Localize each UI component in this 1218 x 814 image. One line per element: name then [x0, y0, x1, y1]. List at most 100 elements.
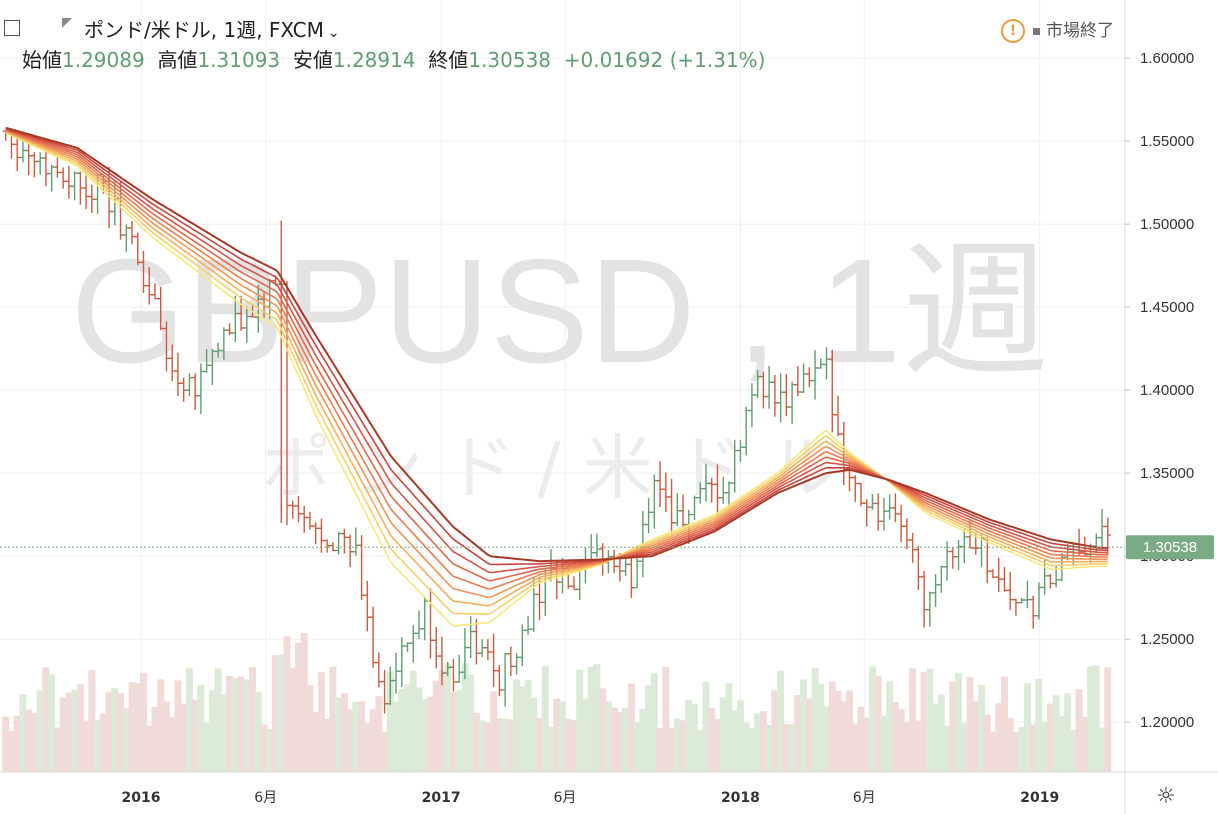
volume-bar [1104, 667, 1112, 772]
volume-bar [1087, 666, 1095, 772]
volume-bar [708, 707, 716, 772]
volume-bar [570, 720, 578, 772]
volume-bar [185, 668, 193, 772]
volume-bar [800, 679, 808, 772]
price-axis: 1.60000 1.55000 1.50000 1.45000 1.40000 1.350… [1125, 50, 1194, 731]
ohlc-bar [1104, 517, 1111, 555]
ohlc-bar [570, 576, 577, 591]
volume-bar [94, 719, 102, 772]
volume-bar [662, 666, 670, 772]
ohlc-bar [77, 171, 84, 205]
ohlc-bar [731, 439, 738, 493]
volume-bar [375, 696, 383, 772]
ohlc-bar [197, 363, 204, 415]
ohlc-bar [25, 140, 32, 176]
volume-bar [696, 730, 704, 772]
symbol-header[interactable]: ポンド/米ドル, 1週, FXCM ⌄ [84, 18, 340, 42]
ohlc-bar [714, 464, 721, 515]
chevron-down-icon[interactable]: ⌄ [327, 25, 340, 41]
volume-bar [840, 701, 848, 772]
ohlc-bar [473, 618, 480, 665]
volume-bar [668, 727, 676, 772]
moving-average-ribbon [5, 126, 1108, 627]
ohlc-bar [680, 494, 687, 528]
volume-bar [518, 685, 526, 772]
volume-bar [490, 691, 498, 772]
market-status[interactable]: ! 市場終了 [1001, 16, 1114, 43]
volume-bar [719, 697, 727, 772]
volume-bar [426, 696, 434, 772]
ohlc-bar [857, 482, 864, 507]
volume-bar [891, 701, 899, 772]
volume-bar [685, 699, 693, 772]
volume-bar [547, 726, 555, 772]
close-value: 1.30538 [468, 48, 552, 72]
volume-bar [300, 632, 308, 772]
ribbon-line [5, 129, 1108, 590]
high-value: 1.31093 [197, 48, 281, 72]
ohlc-bar [324, 539, 331, 553]
ohlc-bar [783, 374, 790, 417]
volume-bar [111, 688, 119, 772]
volume-bar [335, 697, 343, 772]
volume-bar [817, 683, 825, 772]
ohlc-bar [915, 546, 922, 591]
volume-bar [823, 706, 831, 772]
volume-bar [811, 667, 819, 772]
ohlc-bar [134, 232, 141, 266]
ohlc-bar [995, 557, 1002, 592]
volume-bar [874, 675, 882, 772]
volume-bar [702, 681, 710, 772]
volume-bar [25, 709, 33, 772]
volume-bars [2, 632, 1112, 772]
volume-bar [168, 717, 176, 772]
ohlc-bar [720, 476, 727, 504]
add-indicator-icon[interactable] [4, 20, 20, 36]
volume-bar [863, 717, 871, 772]
ohlc-bar [1007, 571, 1014, 611]
ohlc-bar [238, 295, 245, 331]
volume-bar [679, 720, 687, 772]
volume-bar [1064, 693, 1072, 772]
volume-bar [312, 712, 320, 772]
volume-bar [88, 669, 96, 772]
volume-bar [36, 690, 44, 772]
ohlc-bar [622, 557, 629, 577]
volume-bar [794, 695, 802, 772]
volume-bar [151, 706, 159, 772]
volume-bar [346, 709, 354, 772]
open-value: 1.29089 [62, 48, 145, 72]
flag-icon[interactable] [62, 18, 72, 28]
ohlc-bar [944, 541, 951, 581]
volume-bar [541, 666, 549, 772]
warning-icon[interactable]: ! [1001, 19, 1025, 43]
volume-bar [369, 709, 377, 772]
volume-bar [1058, 715, 1066, 772]
ohlc-bar [364, 580, 371, 632]
x-tick-label: 2018 [721, 790, 760, 806]
ohlc-bar [754, 369, 761, 399]
ohlc-bar [65, 165, 72, 199]
volume-bar [731, 710, 739, 772]
volume-bar [1081, 716, 1089, 772]
x-tick-label: 6月 [254, 790, 277, 806]
volume-bar [616, 711, 624, 772]
settings-icon[interactable]: ☼ [1156, 784, 1176, 809]
ohlc-bar [1030, 595, 1037, 629]
ohlc-bar [938, 565, 945, 593]
ohlc-bar [725, 481, 732, 508]
ohlc-bar [450, 659, 457, 692]
volume-bar [444, 663, 452, 772]
volume-bar [392, 701, 400, 772]
volume-bar [197, 684, 205, 772]
volume-bar [7, 731, 15, 772]
ohlc-bar [657, 461, 664, 508]
volume-bar [117, 693, 125, 772]
status-dot-icon [1033, 27, 1040, 35]
volume-bar [478, 720, 486, 772]
ohlc-bars [2, 129, 1111, 714]
ohlc-bar [817, 358, 824, 369]
ohlc-bar [146, 267, 153, 305]
volume-bar [180, 703, 188, 772]
